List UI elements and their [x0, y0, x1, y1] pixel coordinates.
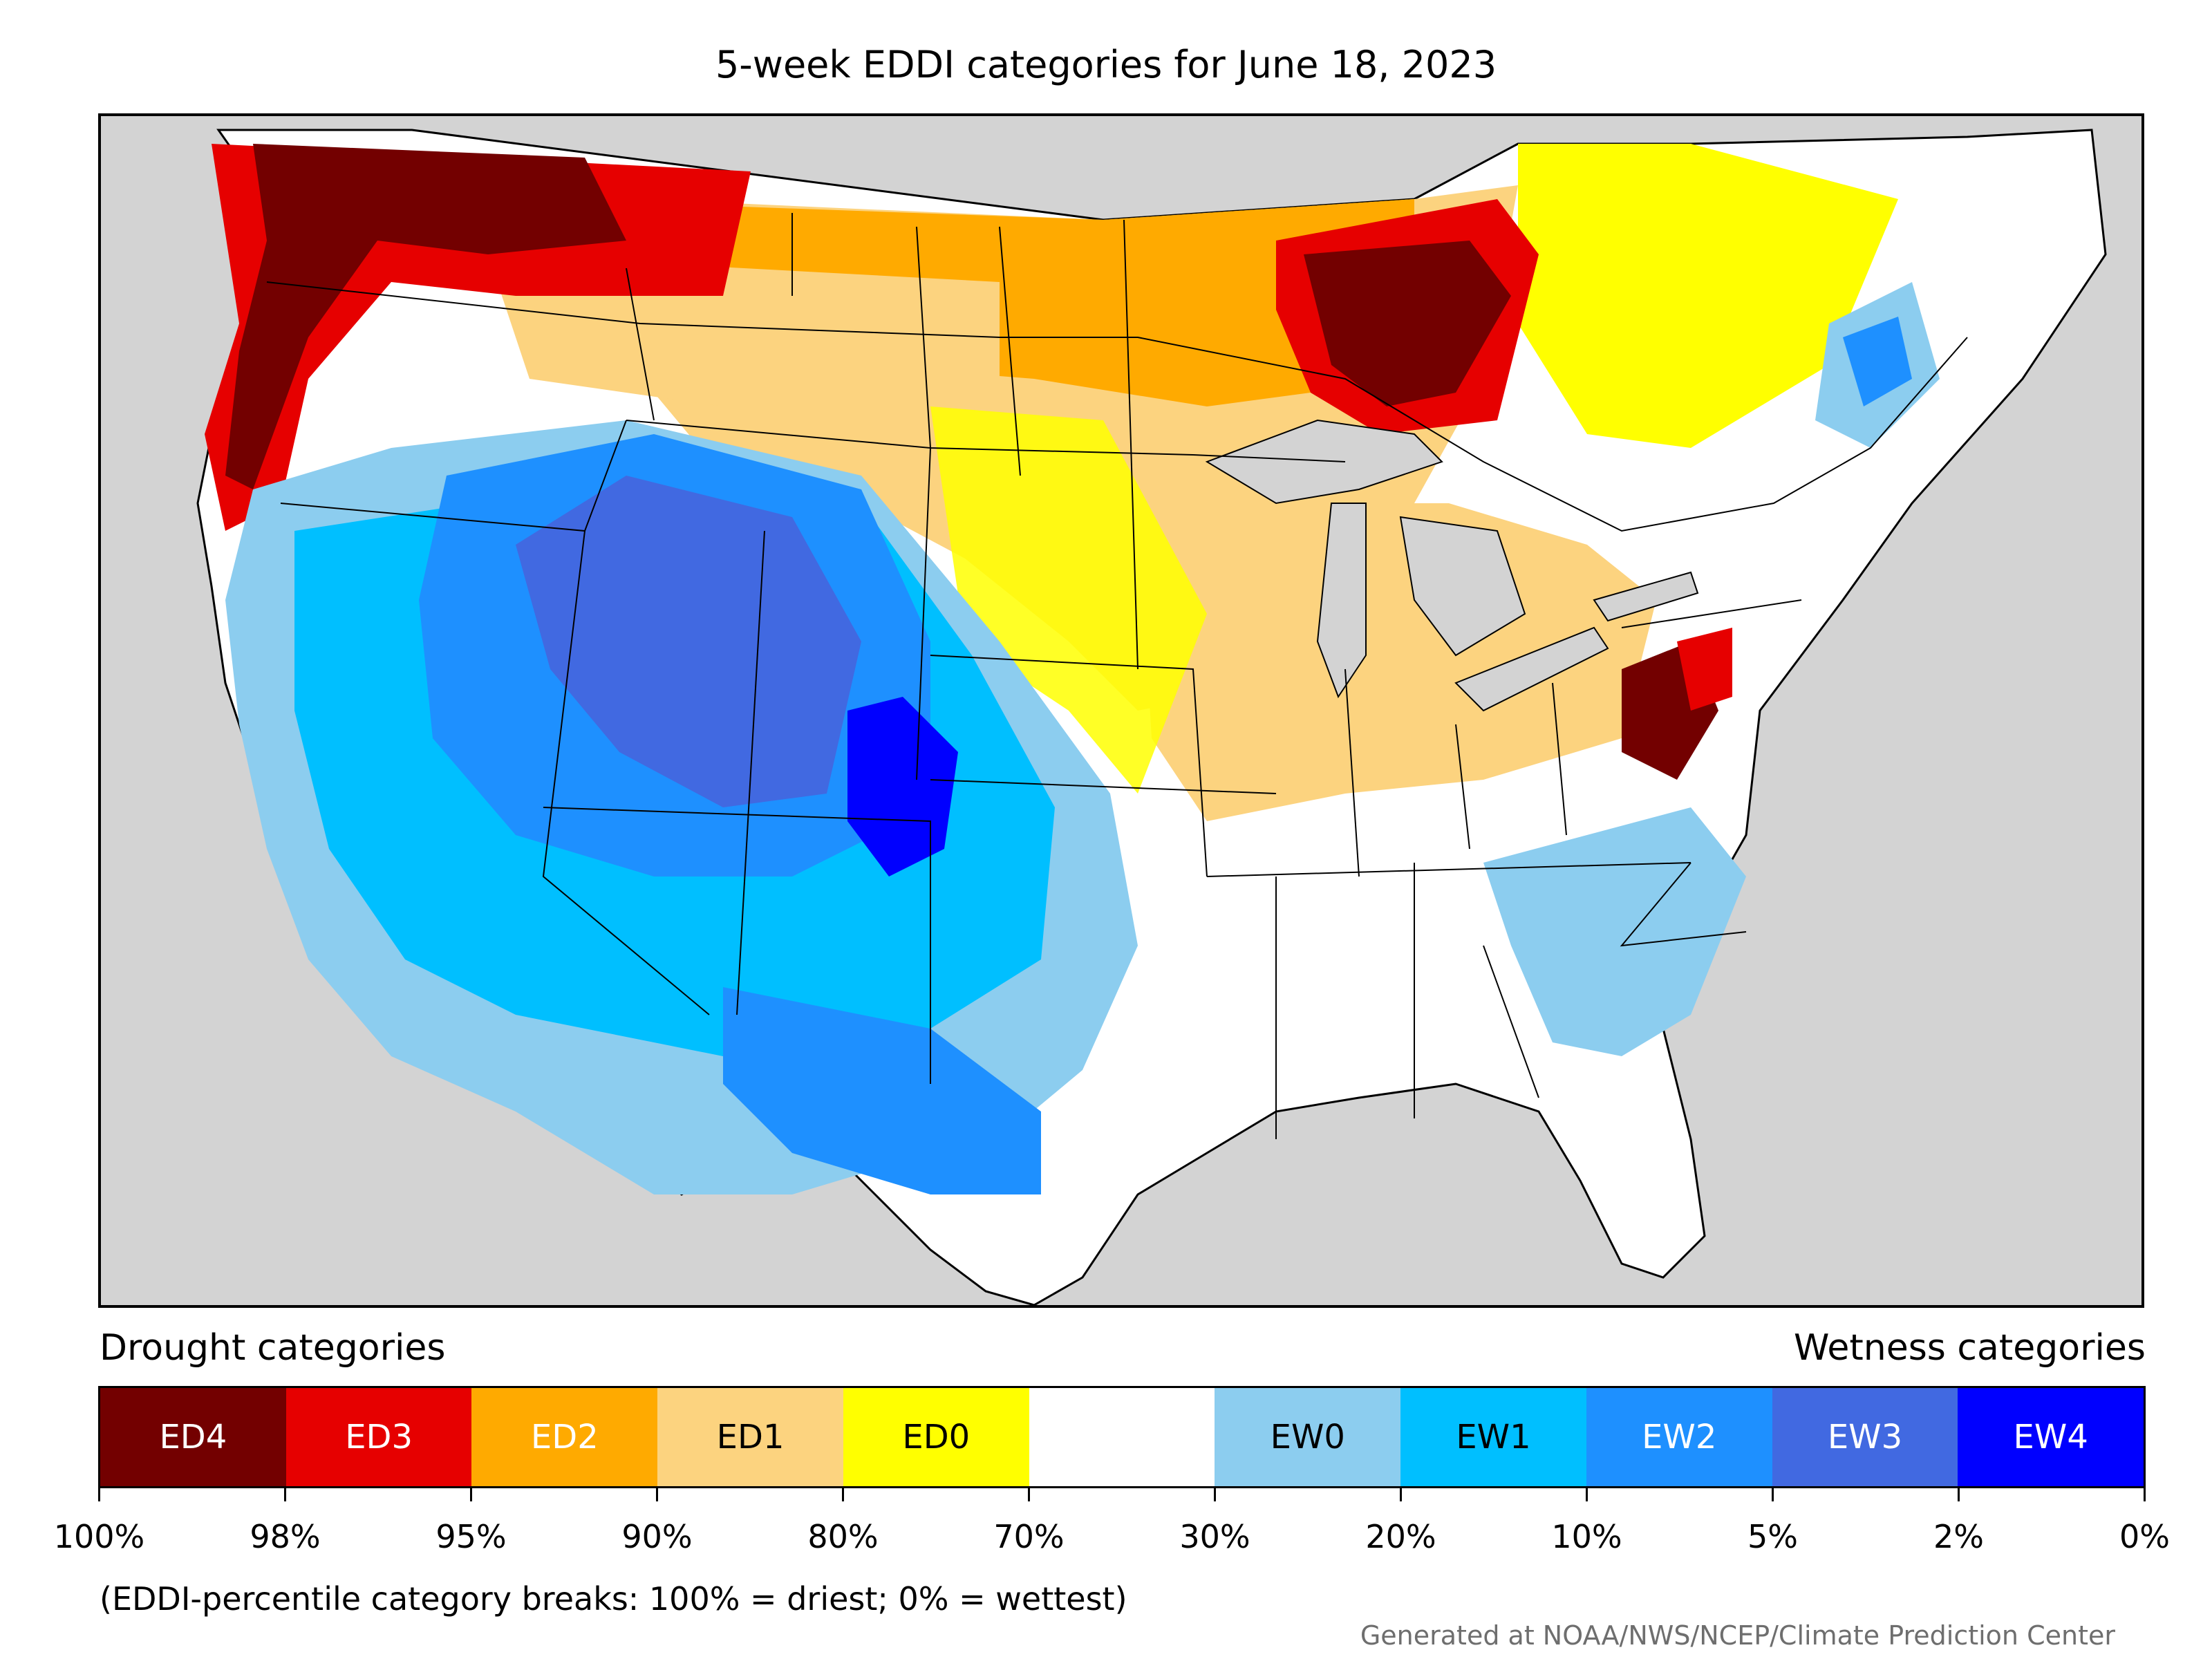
- colorbar-tick: [1028, 1486, 1030, 1501]
- colorbar-ticks: [0, 1486, 2212, 1514]
- map-canvas: [196, 129, 2107, 1305]
- colorbar-tick: [1586, 1486, 1588, 1501]
- colorbar-tick-label: 2%: [1933, 1518, 1984, 1555]
- colorbar-tick-label: 95%: [435, 1518, 507, 1555]
- lake-superior: [1205, 419, 1443, 505]
- colorbar-segment-normal: [1029, 1388, 1215, 1486]
- colorbar-tick-label: 100%: [53, 1518, 145, 1555]
- colorbar-tick: [284, 1486, 286, 1501]
- colorbar-segment-ed4: ED4: [100, 1388, 286, 1486]
- ew2-texas: [723, 987, 1041, 1194]
- colorbar-tick: [1214, 1486, 1216, 1501]
- canada-border: [266, 281, 1968, 532]
- ew2-northeast: [1843, 317, 1912, 406]
- colorbar-tick: [842, 1486, 844, 1501]
- ed1-midwest: [1138, 503, 1656, 821]
- colorbar-tick: [1772, 1486, 1774, 1501]
- ed4-lake-superior: [1304, 241, 1511, 406]
- colorbar-tick-label: 10%: [1551, 1518, 1622, 1555]
- colorbar-tick-label: 90%: [621, 1518, 693, 1555]
- ed0-band: [930, 406, 1207, 794]
- colorbar-segment-ew1: EW1: [1400, 1388, 1586, 1486]
- ed3-mid-atlantic: [1677, 628, 1732, 711]
- ed4-pacific-nw: [225, 144, 626, 489]
- colorbar-tick: [1400, 1486, 1402, 1501]
- colorbar-segment-ew4: EW4: [1958, 1388, 2144, 1486]
- colorbar-tick: [1958, 1486, 1960, 1501]
- colorbar-segment-ed1: ED1: [657, 1388, 843, 1486]
- colorbar-segment-ew3: EW3: [1772, 1388, 1958, 1486]
- credit-line: Generated at NOAA/NWS/NCEP/Climate Predi…: [1360, 1620, 2115, 1651]
- state-boundaries: [280, 213, 1802, 1139]
- map-title: 5-week EDDI categories for June 18, 2023: [715, 43, 1497, 86]
- lake-erie: [1454, 626, 1609, 712]
- colorbar-tick-label: 80%: [807, 1518, 879, 1555]
- colorbar-tick-label: 98%: [250, 1518, 321, 1555]
- colorbar-tick-label: 0%: [2119, 1518, 2170, 1555]
- drought-categories-heading: Drought categories: [100, 1327, 446, 1369]
- colorbar-segment-ew0: EW0: [1215, 1388, 1401, 1486]
- wetness-categories-heading: Wetness categories: [1794, 1327, 2146, 1369]
- colorbar-tick-label: 20%: [1365, 1518, 1436, 1555]
- colorbar-tick: [98, 1486, 100, 1501]
- colorbar-tick-label: 30%: [1179, 1518, 1250, 1555]
- ew3-colorado: [516, 476, 861, 807]
- category-colorbar: ED4 ED3 ED2 ED1 ED0 EW0 EW1 EW2 EW3 EW4: [98, 1386, 2146, 1488]
- colorbar-tick: [470, 1486, 472, 1501]
- ed0-northeast: [1518, 144, 1898, 448]
- lake-michigan: [1316, 503, 1367, 699]
- eddi-map: [98, 113, 2144, 1308]
- colorbar-segment-ed3: ED3: [285, 1388, 472, 1486]
- ew0-southeast: [1483, 807, 1746, 1056]
- colorbar-segment-ed2: ED2: [471, 1388, 658, 1486]
- colorbar-tick: [656, 1486, 658, 1501]
- colorbar-segment-ed0: ED0: [843, 1388, 1029, 1486]
- lake-huron: [1399, 516, 1526, 657]
- colorbar-tick-label: 5%: [1747, 1518, 1798, 1555]
- colorbar-tick: [2144, 1486, 2146, 1501]
- lake-ontario: [1593, 571, 1699, 622]
- colorbar-segment-ew2: EW2: [1586, 1388, 1772, 1486]
- colorbar-tick-label: 70%: [993, 1518, 1065, 1555]
- category-breaks-note: (EDDI-percentile category breaks: 100% =…: [100, 1580, 1127, 1618]
